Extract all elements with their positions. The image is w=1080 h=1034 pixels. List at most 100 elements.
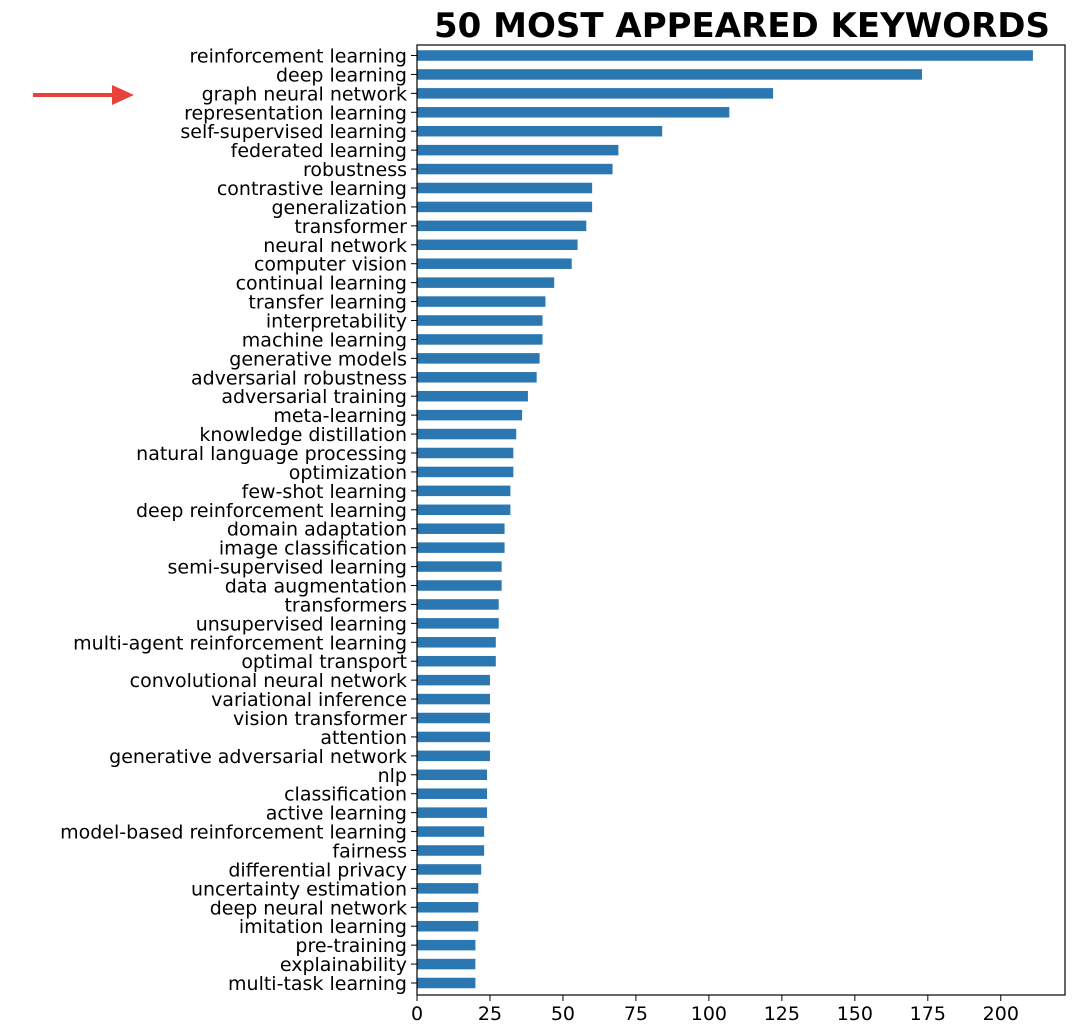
category-label: transformer [294, 216, 407, 238]
x-tick-label: 100 [691, 1003, 727, 1025]
bar [417, 523, 505, 534]
bar [417, 845, 485, 856]
bar [417, 315, 543, 326]
x-tick-label: 0 [411, 1003, 423, 1025]
category-label: federated learning [231, 140, 407, 162]
bar [417, 163, 613, 175]
bar [417, 599, 499, 610]
bar [417, 390, 528, 402]
bar [417, 277, 555, 288]
bar [417, 428, 517, 440]
bar [417, 353, 540, 364]
category-label: self-supervised learning [180, 121, 407, 143]
bar [417, 864, 482, 875]
bar [417, 807, 488, 818]
category-label: data augmentation [225, 576, 407, 598]
category-label: convolutional neural network [130, 670, 407, 692]
category-label: natural language processing [136, 443, 407, 465]
bar [417, 674, 490, 686]
bar [417, 769, 488, 781]
bar [417, 693, 490, 705]
category-label: differential privacy [228, 859, 407, 881]
category-label: domain adaptation [227, 519, 407, 541]
category-label: multi-task learning [228, 973, 407, 995]
bar [417, 296, 546, 307]
bar [417, 561, 502, 572]
x-tick-label: 150 [837, 1003, 873, 1025]
bar [417, 655, 496, 667]
bar [417, 144, 619, 156]
category-label: representation learning [184, 102, 407, 124]
bar [417, 372, 537, 383]
category-label: model-based reinforcement learning [60, 822, 407, 844]
bar [417, 125, 663, 137]
category-label: vision transformer [233, 708, 407, 730]
bar [417, 182, 593, 194]
category-label: few-shot learning [242, 481, 407, 503]
category-label: reinforcement learning [190, 46, 408, 68]
bar [417, 902, 479, 913]
bar [417, 50, 1033, 61]
category-label: meta-learning [273, 405, 407, 427]
category-label: deep neural network [210, 897, 407, 919]
bar [417, 731, 490, 743]
bar [417, 409, 523, 421]
category-label: semi-supervised learning [168, 557, 407, 579]
bar [417, 920, 479, 932]
bar [417, 958, 476, 970]
category-label: unsupervised learning [196, 613, 407, 635]
category-label: explainability [280, 954, 407, 976]
category-label: interpretability [266, 311, 407, 333]
category-label: fairness [332, 841, 407, 863]
category-label: knowledge distillation [199, 424, 407, 446]
bar [417, 788, 488, 799]
chart-title: 50 MOST APPEARED KEYWORDS [434, 6, 1050, 46]
bar [417, 883, 479, 894]
bar [417, 485, 511, 497]
category-label: computer vision [254, 254, 407, 276]
bar [417, 69, 922, 80]
bar [417, 466, 514, 478]
bar [417, 618, 499, 629]
category-label: deep learning [276, 64, 407, 86]
category-label: continual learning [236, 273, 407, 295]
category-label: machine learning [242, 329, 407, 351]
category-label: pre-training [295, 935, 407, 957]
category-label: multi-agent reinforcement learning [73, 632, 407, 654]
bar [417, 712, 490, 724]
category-label: attention [320, 727, 407, 749]
bar [417, 334, 543, 345]
category-label: optimal transport [241, 651, 407, 673]
category-label: generative adversarial network [109, 746, 407, 768]
category-label: imitation learning [239, 916, 407, 938]
category-label: robustness [303, 159, 407, 181]
category-label: transfer learning [248, 292, 407, 314]
category-label: classification [284, 784, 407, 806]
bar [417, 637, 496, 648]
category-label: uncertainty estimation [191, 878, 407, 900]
category-label: adversarial robustness [191, 367, 407, 389]
category-label: nlp [378, 765, 407, 787]
bar [417, 239, 578, 251]
category-label: graph neural network [202, 83, 407, 105]
x-tick-label: 200 [983, 1003, 1019, 1025]
category-label: variational inference [211, 689, 407, 711]
x-tick-label: 125 [764, 1003, 800, 1025]
plot-frame [416, 44, 1066, 996]
bar [417, 504, 511, 516]
bar [417, 580, 502, 591]
bar [417, 447, 514, 459]
x-tick-label: 175 [910, 1003, 946, 1025]
bar [417, 201, 593, 213]
category-label: deep reinforcement learning [136, 500, 407, 522]
bar [417, 977, 476, 989]
bars-layer [417, 50, 1033, 989]
x-tick-label: 50 [551, 1003, 575, 1025]
bar [417, 939, 476, 951]
x-tick-label: 25 [478, 1003, 502, 1025]
category-label: contrastive learning [217, 178, 407, 200]
category-label: transformers [284, 594, 407, 616]
bar [417, 220, 587, 232]
